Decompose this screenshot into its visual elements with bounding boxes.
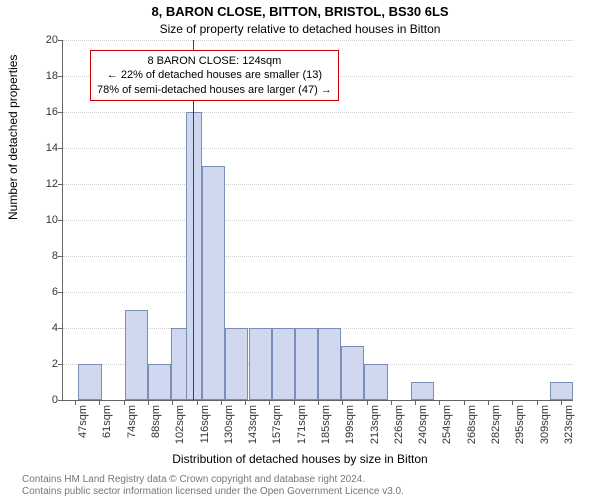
ytick-label: 20: [28, 34, 58, 46]
xtick-mark: [221, 400, 222, 405]
ytick-mark: [58, 292, 63, 293]
xtick-mark: [245, 400, 246, 405]
xtick-label: 74sqm: [126, 405, 138, 455]
ytick-mark: [58, 148, 63, 149]
xtick-mark: [488, 400, 489, 405]
y-axis-label: Number of detached properties: [6, 55, 20, 220]
xtick-label: 240sqm: [417, 405, 429, 455]
ytick-label: 4: [28, 322, 58, 334]
xtick-label: 254sqm: [441, 405, 453, 455]
annotation-line1: 8 BARON CLOSE: 124sqm: [97, 54, 332, 68]
xtick-mark: [367, 400, 368, 405]
xtick-mark: [464, 400, 465, 405]
annotation-box: 8 BARON CLOSE: 124sqm ← 22% of detached …: [90, 50, 339, 101]
ytick-mark: [58, 112, 63, 113]
xtick-label: 309sqm: [539, 405, 551, 455]
xtick-label: 171sqm: [296, 405, 308, 455]
histogram-bar: [78, 364, 101, 400]
annotation-line3: 78% of semi-detached houses are larger (…: [97, 83, 332, 97]
xtick-label: 282sqm: [490, 405, 502, 455]
ytick-mark: [58, 400, 63, 401]
gridline: [63, 220, 573, 221]
histogram-bar: [318, 328, 341, 400]
ytick-mark: [58, 256, 63, 257]
ytick-label: 14: [28, 142, 58, 154]
histogram-chart: 8, BARON CLOSE, BITTON, BRISTOL, BS30 6L…: [0, 0, 600, 500]
gridline: [63, 148, 573, 149]
xtick-mark: [124, 400, 125, 405]
histogram-bar: [272, 328, 295, 400]
xtick-label: 213sqm: [369, 405, 381, 455]
xtick-mark: [197, 400, 198, 405]
histogram-bar: [148, 364, 171, 400]
xtick-label: 130sqm: [223, 405, 235, 455]
xtick-mark: [561, 400, 562, 405]
gridline: [63, 292, 573, 293]
xtick-label: 88sqm: [150, 405, 162, 455]
gridline: [63, 40, 573, 41]
ytick-label: 2: [28, 358, 58, 370]
histogram-bar: [225, 328, 248, 400]
xtick-mark: [75, 400, 76, 405]
ytick-label: 10: [28, 214, 58, 226]
histogram-bar: [171, 328, 186, 400]
xtick-label: 199sqm: [344, 405, 356, 455]
ytick-mark: [58, 76, 63, 77]
footer-attribution: Contains HM Land Registry data © Crown c…: [22, 474, 404, 498]
ytick-mark: [58, 220, 63, 221]
xtick-label: 268sqm: [466, 405, 478, 455]
ytick-mark: [58, 328, 63, 329]
ytick-mark: [58, 40, 63, 41]
ytick-label: 8: [28, 250, 58, 262]
xtick-mark: [415, 400, 416, 405]
ytick-label: 12: [28, 178, 58, 190]
xtick-mark: [537, 400, 538, 405]
histogram-bar: [550, 382, 573, 400]
footer-line2: Contains public sector information licen…: [22, 486, 404, 498]
xtick-mark: [148, 400, 149, 405]
xtick-label: 102sqm: [174, 405, 186, 455]
xtick-mark: [294, 400, 295, 405]
xtick-label: 323sqm: [563, 405, 575, 455]
xtick-label: 226sqm: [393, 405, 405, 455]
xtick-label: 295sqm: [514, 405, 526, 455]
ytick-mark: [58, 364, 63, 365]
y-axis-label-text: Number of detached properties: [6, 55, 20, 220]
xtick-mark: [318, 400, 319, 405]
histogram-bar: [249, 328, 272, 400]
xtick-label: 157sqm: [271, 405, 283, 455]
gridline: [63, 112, 573, 113]
histogram-bar: [364, 364, 387, 400]
xtick-label: 61sqm: [101, 405, 113, 455]
histogram-bar: [202, 166, 225, 400]
xtick-label: 47sqm: [77, 405, 89, 455]
annotation-line2: ← 22% of detached houses are smaller (13…: [97, 68, 332, 82]
histogram-bar: [411, 382, 434, 400]
ytick-label: 16: [28, 106, 58, 118]
histogram-bar: [341, 346, 364, 400]
xtick-mark: [391, 400, 392, 405]
histogram-bar: [125, 310, 148, 400]
histogram-bar: [186, 112, 201, 400]
ytick-mark: [58, 184, 63, 185]
xtick-label: 116sqm: [199, 405, 211, 455]
xtick-label: 143sqm: [247, 405, 259, 455]
chart-title-main: 8, BARON CLOSE, BITTON, BRISTOL, BS30 6L…: [0, 4, 600, 19]
ytick-label: 6: [28, 286, 58, 298]
histogram-bar: [295, 328, 318, 400]
xtick-label: 185sqm: [320, 405, 332, 455]
gridline: [63, 184, 573, 185]
chart-title-sub: Size of property relative to detached ho…: [0, 22, 600, 36]
ytick-label: 0: [28, 394, 58, 406]
gridline: [63, 256, 573, 257]
ytick-label: 18: [28, 70, 58, 82]
footer-line1: Contains HM Land Registry data © Crown c…: [22, 474, 404, 486]
